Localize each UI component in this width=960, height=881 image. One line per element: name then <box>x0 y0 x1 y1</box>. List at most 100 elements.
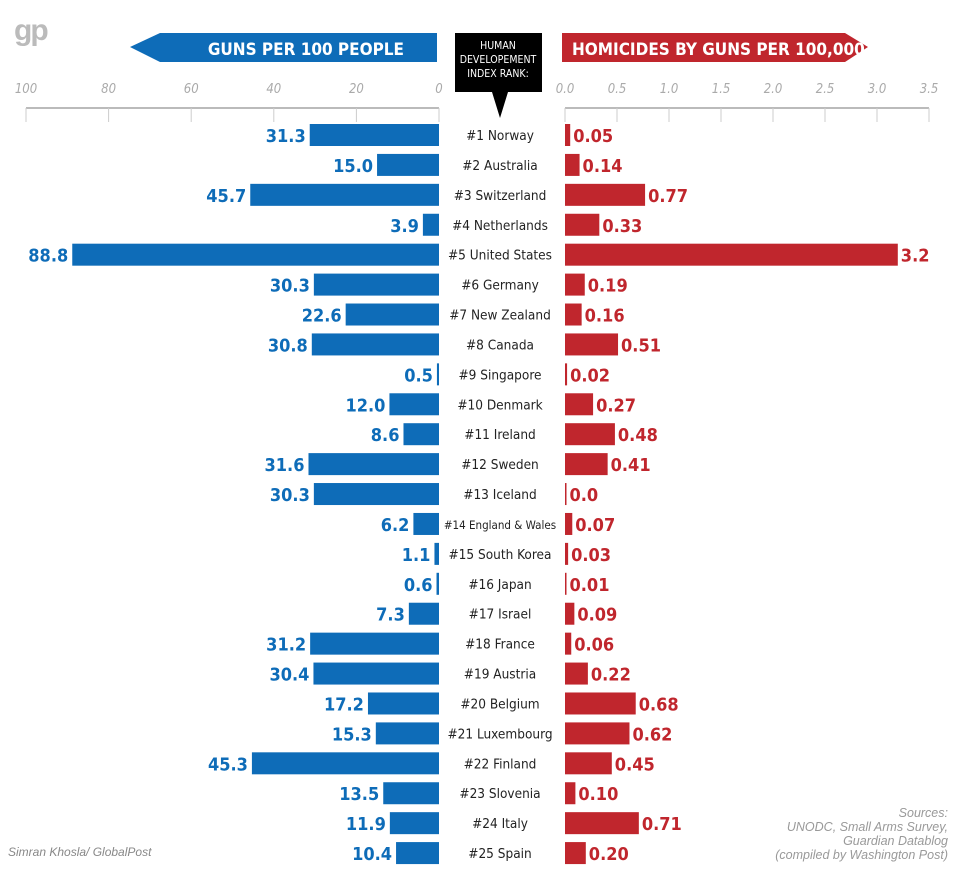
left-bar <box>308 453 439 476</box>
left-value-label: 30.3 <box>270 485 310 506</box>
right-value-label: 0.22 <box>591 665 631 686</box>
right-bar <box>565 752 612 775</box>
left-value-label: 30.3 <box>270 276 310 297</box>
left-value-label: 31.3 <box>266 126 306 147</box>
right-value-label: 0.10 <box>578 784 618 805</box>
right-value-label: 0.48 <box>618 425 658 446</box>
category-label: #8 Canada <box>466 337 534 353</box>
category-label: #20 Belgium <box>460 696 539 712</box>
category-label: #21 Luxembourg <box>447 726 552 742</box>
left-value-label: 88.8 <box>28 246 68 267</box>
category-label: #12 Sweden <box>461 457 539 473</box>
right-value-label: 0.77 <box>648 186 688 207</box>
right-value-label: 0.41 <box>611 455 651 476</box>
right-value-label: 0.09 <box>577 605 617 626</box>
left-value-label: 45.7 <box>206 186 246 207</box>
left-bar <box>313 662 439 685</box>
left-bar <box>436 572 439 595</box>
right-tick-label: 3.5 <box>920 82 939 97</box>
left-value-label: 0.6 <box>404 575 433 596</box>
right-value-label: 0.16 <box>585 306 625 327</box>
credit: Simran Khosla/ GlobalPost <box>8 845 152 859</box>
left-value-label: 11.9 <box>346 814 386 835</box>
left-bar <box>72 243 440 266</box>
right-bar <box>565 812 639 835</box>
left-value-label: 30.8 <box>268 335 308 356</box>
category-label: #13 Iceland <box>463 487 536 503</box>
right-tick-label: 0.0 <box>556 82 575 97</box>
left-bar <box>383 782 439 805</box>
right-bar <box>565 423 615 446</box>
sources-line: (compiled by Washington Post) <box>775 848 948 862</box>
center-label-text: DEVELOPEMENT <box>460 54 537 66</box>
category-label: #7 New Zealand <box>449 308 551 324</box>
left-bar <box>313 273 439 296</box>
left-bar <box>251 752 439 775</box>
category-label: #18 France <box>465 637 535 653</box>
category-label: #15 South Korea <box>449 547 552 563</box>
left-bar <box>396 842 439 865</box>
left-value-label: 17.2 <box>324 694 364 715</box>
category-label: #5 United States <box>448 248 552 264</box>
sources: Sources: UNODC, Small Arms Survey, Guard… <box>775 806 948 862</box>
category-label: #4 Netherlands <box>452 218 548 234</box>
right-series-title: HOMICIDES BY GUNS PER 100,000 <box>572 40 865 60</box>
right-value-label: 0.62 <box>632 724 672 745</box>
left-value-label: 10.4 <box>352 844 392 865</box>
category-label: #9 Singapore <box>458 367 541 383</box>
left-value-label: 15.0 <box>333 156 373 177</box>
sources-line: UNODC, Small Arms Survey, <box>786 820 948 834</box>
left-bar <box>311 333 439 356</box>
left-tick-label: 20 <box>349 82 364 97</box>
left-value-label: 31.6 <box>265 455 305 476</box>
right-value-label: 0.03 <box>571 545 611 566</box>
left-value-label: 6.2 <box>381 515 410 536</box>
category-label: #16 Japan <box>468 577 531 593</box>
center-label-text: INDEX RANK: <box>467 68 529 80</box>
left-value-label: 1.1 <box>402 545 431 566</box>
right-bar <box>565 243 898 266</box>
right-value-label: 0.05 <box>573 126 613 147</box>
right-value-label: 0.19 <box>588 276 628 297</box>
left-bar <box>434 542 439 565</box>
left-value-label: 8.6 <box>371 425 400 446</box>
category-label: #2 Australia <box>462 158 537 174</box>
sources-line: Guardian Datablog <box>843 834 948 848</box>
right-tick-label: 2.5 <box>816 82 835 97</box>
left-bar <box>375 722 439 745</box>
category-label: #3 Switzerland <box>454 188 547 204</box>
left-bar <box>389 812 439 835</box>
sources-line: Sources: <box>898 806 948 820</box>
right-tick-label: 1.0 <box>660 82 679 97</box>
left-value-label: 3.9 <box>390 216 419 237</box>
category-label: #17 Israel <box>469 607 532 623</box>
right-bar <box>565 393 594 416</box>
left-value-label: 45.3 <box>208 754 248 775</box>
right-bar <box>565 782 576 805</box>
right-bar <box>565 842 586 865</box>
right-bar <box>565 572 567 595</box>
left-bar <box>309 124 439 146</box>
right-bar <box>565 692 636 715</box>
left-value-label: 31.2 <box>266 635 306 656</box>
left-tick-label: 0 <box>435 82 442 97</box>
left-tick-label: 60 <box>184 82 199 97</box>
category-label: #25 Spain <box>468 846 531 862</box>
right-value-label: 0.02 <box>570 365 610 386</box>
right-bar <box>565 602 575 625</box>
right-value-label: 3.2 <box>901 246 930 267</box>
left-bar <box>422 213 439 236</box>
left-bar <box>250 183 439 206</box>
left-bar <box>408 602 439 625</box>
right-bar <box>565 483 567 506</box>
right-bar <box>565 273 585 296</box>
left-bar <box>345 303 439 326</box>
right-value-label: 0.71 <box>642 814 682 835</box>
category-label: #24 Italy <box>472 816 528 832</box>
left-value-label: 12.0 <box>345 395 385 416</box>
left-tick-label: 100 <box>15 82 37 97</box>
left-value-label: 7.3 <box>376 605 405 626</box>
right-bar <box>565 632 572 655</box>
left-series-title: GUNS PER 100 PEOPLE <box>208 40 404 60</box>
